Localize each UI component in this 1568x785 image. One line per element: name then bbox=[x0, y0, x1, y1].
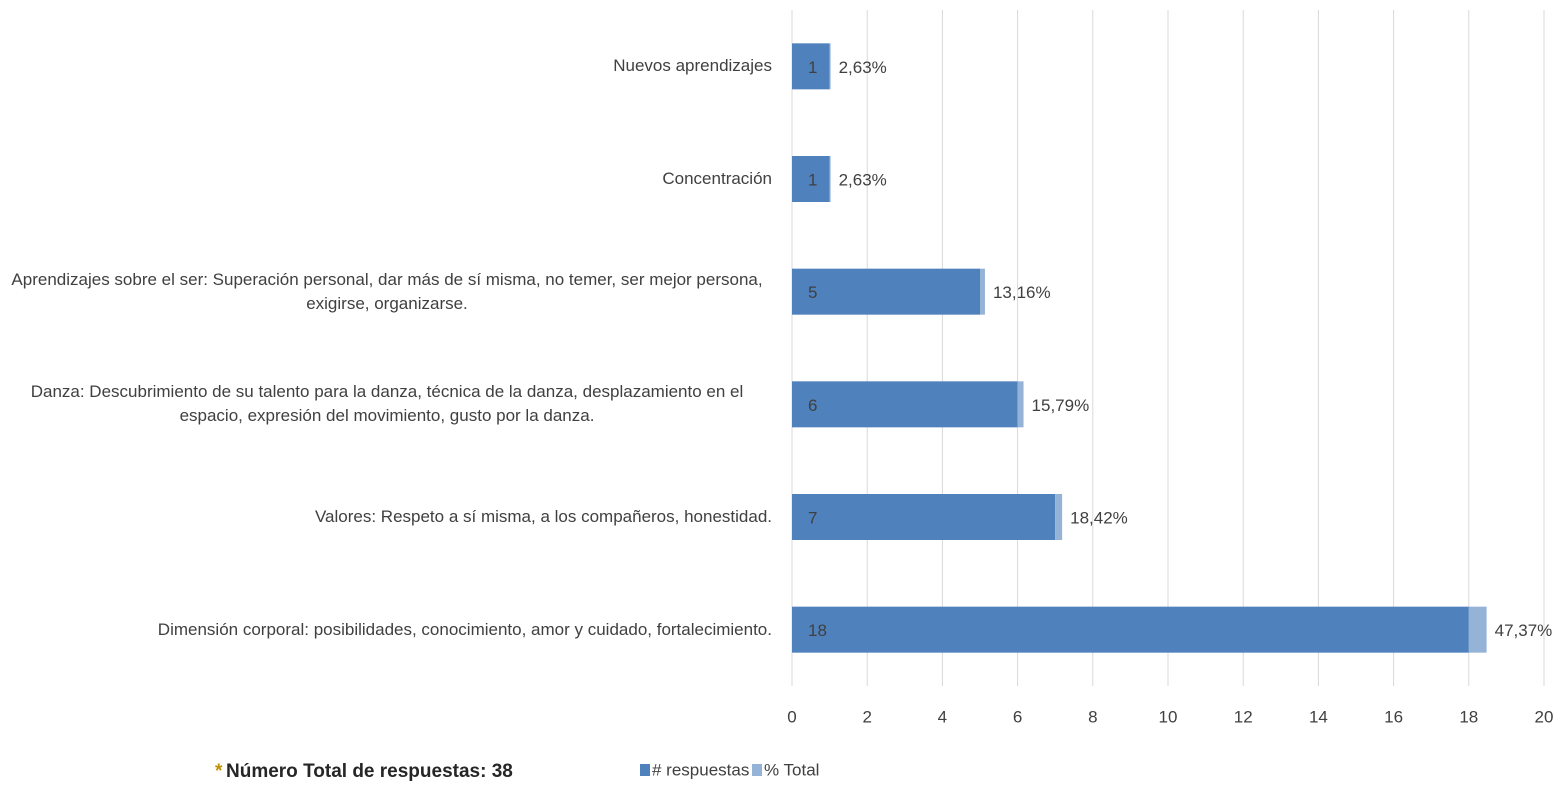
bar-label: 6 bbox=[808, 396, 817, 415]
bar-label: 5 bbox=[808, 283, 817, 302]
bar-segment bbox=[792, 43, 830, 90]
x-tick-label: 8 bbox=[1088, 707, 1097, 726]
bar-segment bbox=[792, 381, 1018, 428]
category-label: Valores: Respeto a sí misma, a los compa… bbox=[314, 507, 772, 526]
bar-label: 1 bbox=[808, 58, 817, 77]
category-label: Aprendizajes sobre el ser: Superación pe… bbox=[11, 269, 763, 313]
note-marker: * bbox=[215, 761, 223, 782]
bar-label: 1 bbox=[808, 170, 817, 189]
bar-label: 7 bbox=[808, 508, 817, 527]
bar-label: 13,16% bbox=[993, 283, 1051, 302]
x-tick-label: 18 bbox=[1459, 707, 1478, 726]
legend-label: # respuestas bbox=[652, 760, 749, 779]
x-tick-label: 16 bbox=[1384, 707, 1403, 726]
category-label-box: Danza: Descubrimiento de su talento para… bbox=[0, 380, 772, 428]
bar-segment bbox=[980, 268, 985, 315]
category-label: Dimensión corporal: posibilidades, conoc… bbox=[157, 619, 772, 639]
bar-label: 47,37% bbox=[1495, 621, 1553, 640]
bar-segment bbox=[1055, 494, 1063, 540]
bar-segment bbox=[792, 494, 1056, 540]
legend-swatch bbox=[752, 764, 762, 776]
x-tick-label: 12 bbox=[1234, 707, 1253, 726]
bar-label: 2,63% bbox=[839, 58, 887, 77]
bar-label: 18 bbox=[808, 621, 827, 640]
bar-segment bbox=[1468, 606, 1487, 653]
x-tick-label: 6 bbox=[1013, 707, 1022, 726]
legend-swatch bbox=[640, 764, 650, 776]
bar-segment bbox=[792, 606, 1469, 653]
x-tick-label: 10 bbox=[1159, 707, 1178, 726]
bar-label: 15,79% bbox=[1032, 396, 1090, 415]
x-tick-label: 0 bbox=[787, 707, 796, 726]
category-label: Nuevos aprendizajes bbox=[613, 56, 772, 76]
x-tick-label: 14 bbox=[1309, 707, 1328, 726]
category-label-box: Aprendizajes sobre el ser: Superación pe… bbox=[0, 268, 772, 316]
category-label: Danza: Descubrimiento de su talento para… bbox=[30, 382, 744, 426]
bar-label: 2,63% bbox=[839, 170, 887, 189]
x-tick-label: 20 bbox=[1535, 707, 1554, 726]
bar-segment bbox=[792, 156, 830, 202]
category-label: Concentración bbox=[662, 169, 772, 188]
bar-segment bbox=[792, 268, 980, 315]
category-label-box: Valores: Respeto a sí misma, a los compa… bbox=[0, 505, 772, 529]
bar-segment bbox=[829, 156, 831, 202]
category-label-box: Nuevos aprendizajes bbox=[0, 54, 772, 78]
category-label-box: Dimensión corporal: posibilidades, conoc… bbox=[0, 618, 772, 642]
category-label-box: Concentración bbox=[0, 167, 772, 191]
bar-label: 18,42% bbox=[1070, 508, 1128, 527]
bar-segment bbox=[829, 43, 831, 90]
bar-segment bbox=[1017, 381, 1024, 428]
x-tick-label: 4 bbox=[938, 707, 947, 726]
legend-label: % Total bbox=[764, 760, 819, 779]
note: Número Total de respuestas: 38 bbox=[226, 761, 513, 782]
x-tick-label: 2 bbox=[862, 707, 871, 726]
